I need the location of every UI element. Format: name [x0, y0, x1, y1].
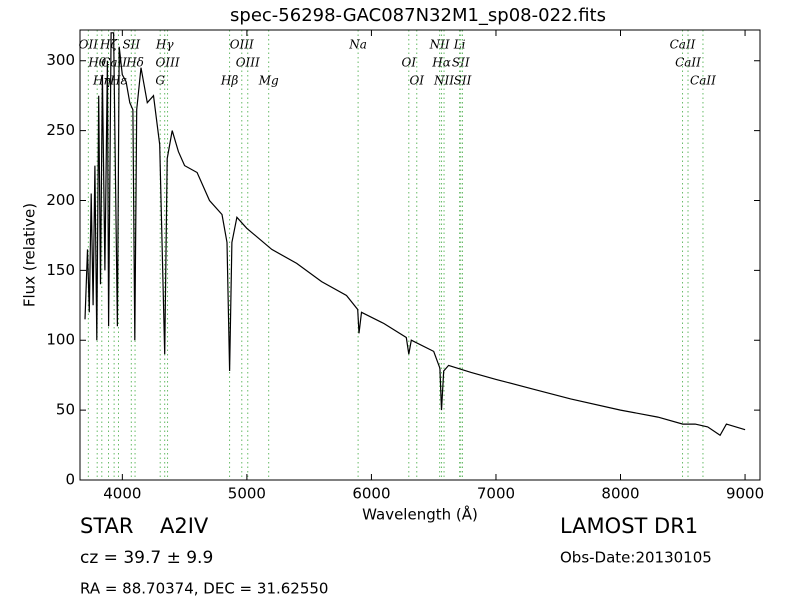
y-tick-label: 200: [46, 191, 75, 209]
spectral-line-label: Hβ: [220, 74, 238, 88]
spectral-line-label: OIII: [230, 38, 254, 52]
spectrum: [84, 32, 746, 437]
y-tick-label: 100: [46, 331, 75, 349]
spectral-line-label: CaII: [690, 74, 716, 88]
spectral-line-label: Mg: [258, 74, 279, 88]
spectral-line-label: CaII: [675, 56, 701, 70]
class: STAR: [80, 514, 133, 538]
spectral-line-label: Na: [348, 38, 367, 52]
spectral-line-label: OIII: [156, 56, 180, 70]
x-tick-label: 6000: [352, 485, 390, 503]
y-tick-label: 150: [46, 261, 75, 279]
spectral-line-label: G: [155, 74, 165, 88]
spectral-line-label: SII: [452, 56, 470, 70]
spectral-line-label: SII: [122, 38, 140, 52]
spectral-line-label: NII: [433, 74, 454, 88]
spectral-line-label: Hα: [431, 56, 451, 70]
plot-frame: [79, 29, 761, 481]
survey: LAMOST DR1: [560, 514, 698, 538]
y-tick-label: 300: [46, 51, 75, 69]
spectral-line-label: Hδ: [125, 56, 144, 70]
y-tick-label: 0: [65, 471, 75, 489]
obs-date: Obs-Date:20130105: [560, 549, 712, 567]
spectral-line-label: NII: [429, 38, 450, 52]
y-axis-label: Flux (relative): [21, 203, 39, 307]
x-tick-label: 7000: [477, 485, 515, 503]
spectral-line-label: OI: [409, 74, 424, 88]
y-tick-label: 50: [56, 401, 75, 419]
spectral-line-label: OI: [402, 56, 417, 70]
chart-title: spec-56298-GAC087N32M1_sp08-022.fits: [230, 5, 606, 26]
spectral-line-label: SII: [454, 74, 472, 88]
y-tick-label: 250: [46, 121, 75, 139]
spectral-line-label: Hζ: [99, 38, 118, 52]
subclass: A2IV: [160, 514, 209, 538]
redshift: cz = 39.7 ± 9.9: [80, 548, 213, 568]
spectral-line-label: Hγ: [155, 38, 174, 52]
x-tick-label: 5000: [228, 485, 266, 503]
spectral-line-label: Li: [453, 38, 466, 52]
spectral-line-label: OIII: [236, 56, 260, 70]
spectral-line-label: OII: [79, 38, 99, 52]
coordinates: RA = 88.70374, DEC = 31.62550: [80, 580, 328, 598]
x-tick-label: 4000: [103, 485, 141, 503]
x-tick-label: 9000: [726, 485, 764, 503]
spectral-line-label: CaII: [670, 38, 696, 52]
x-axis-label: Wavelength (Å): [362, 505, 478, 524]
x-tick-label: 8000: [601, 485, 639, 503]
spectral-line-label: Hε: [109, 74, 127, 88]
